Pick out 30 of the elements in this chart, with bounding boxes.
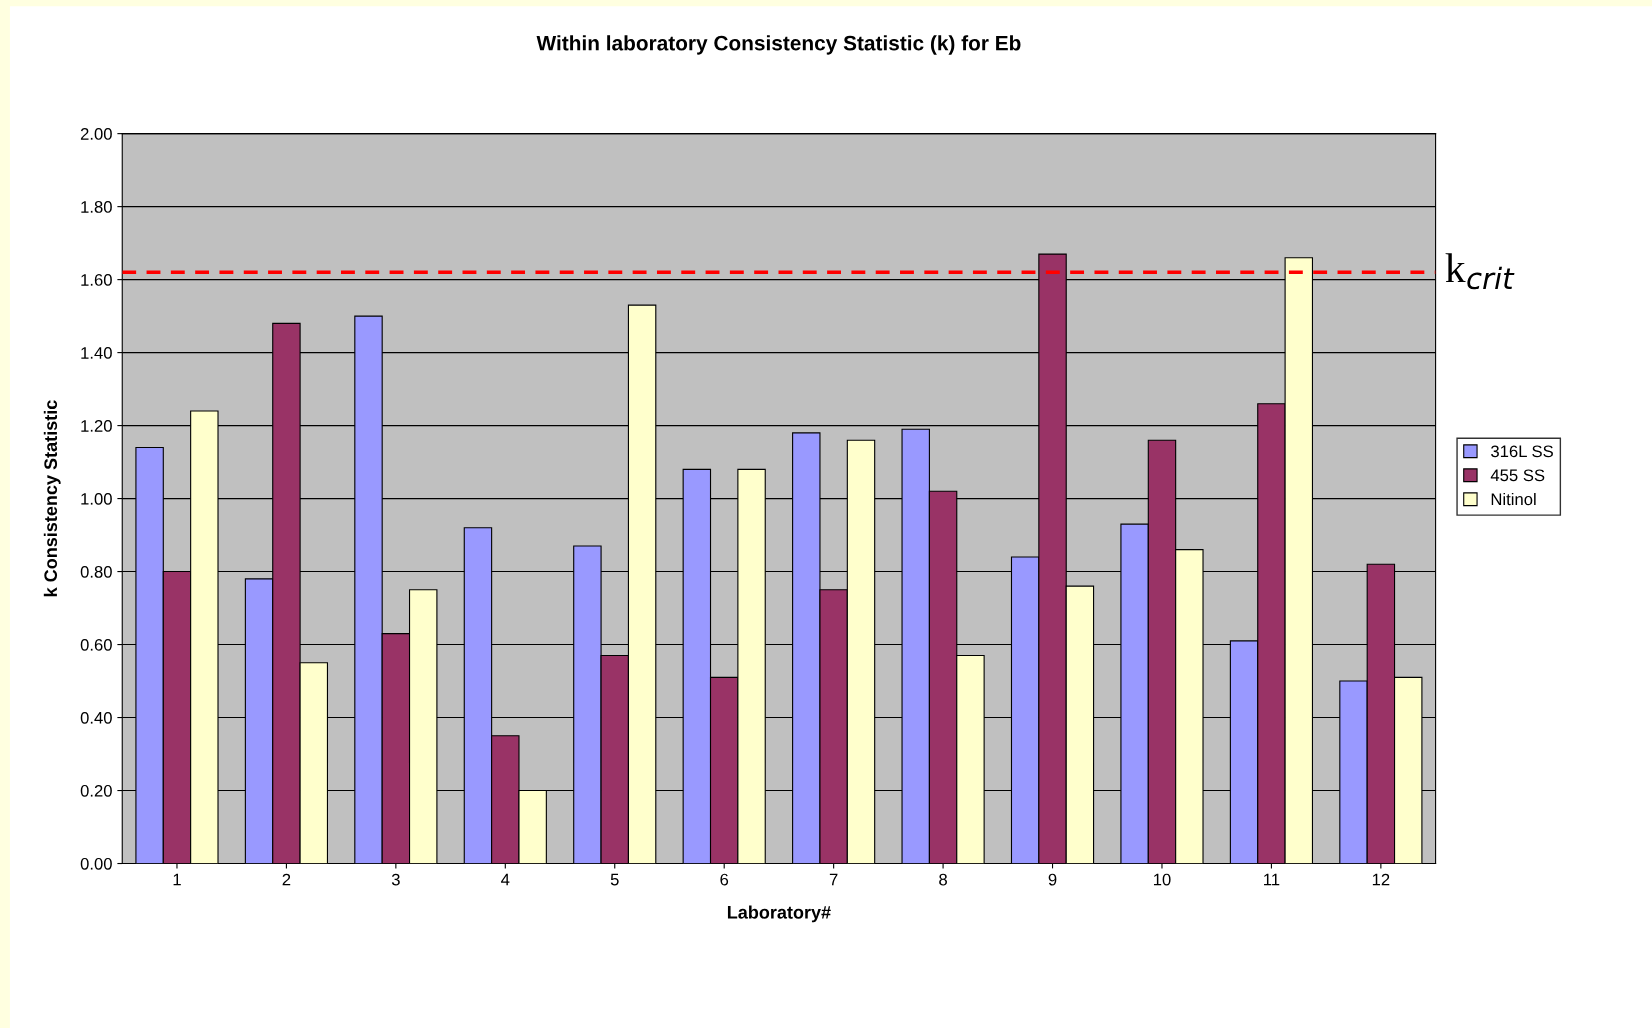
- x-axis-title: Laboratory#: [727, 905, 831, 923]
- legend-label: 316L SS: [1491, 445, 1553, 458]
- y-tick-label: 2.00: [80, 128, 112, 140]
- legend-label: Nitinol: [1491, 492, 1536, 506]
- y-tick-label: 0.00: [80, 857, 112, 870]
- x-tick-label: 2: [282, 873, 291, 886]
- x-tick-label: 10: [1153, 873, 1171, 886]
- y-tick-label: 1.60: [81, 274, 112, 286]
- y-tick-label: 0.60: [80, 638, 112, 651]
- x-tick-label: 5: [610, 873, 619, 886]
- y-tick-label: 0.40: [80, 711, 112, 724]
- x-tick-label: 9: [1048, 873, 1057, 886]
- y-tick-label: 0.80: [80, 565, 112, 578]
- y-axis-title: k Consistency Statistic: [43, 400, 61, 597]
- x-tick-label: 3: [391, 873, 400, 886]
- y-tick-label: 0.20: [80, 784, 112, 797]
- x-tick-label: 1: [173, 873, 181, 886]
- legend-label: 455 SS: [1490, 469, 1545, 482]
- x-tick-label: 8: [939, 873, 947, 886]
- x-tick-label: 11: [1264, 873, 1280, 886]
- y-tick-label: 1.80: [81, 201, 112, 213]
- y-tick-label: 1.00: [81, 492, 112, 505]
- x-tick-label: 12: [1372, 873, 1390, 886]
- x-tick-label: 7: [829, 873, 838, 886]
- y-tick-label: 1.20: [81, 419, 112, 432]
- x-tick-label: 4: [501, 873, 510, 886]
- ref-line-label: k$_{crit}$: [1445, 253, 1515, 290]
- y-tick-label: 1.40: [81, 347, 112, 359]
- x-tick-label: 6: [720, 873, 729, 886]
- chart-title: Within laboratory Consistency Statistic (k) for Eb: [536, 35, 1021, 55]
